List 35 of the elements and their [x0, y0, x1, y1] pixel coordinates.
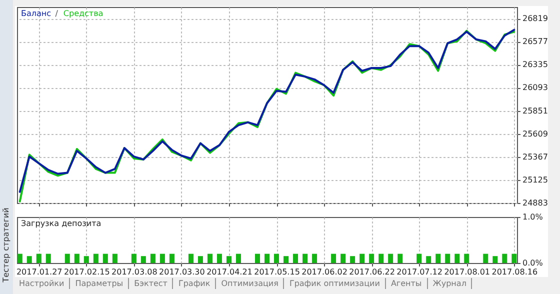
x-tick-label: 2017.06.02: [302, 268, 348, 276]
y-tick-label: 0.0%: [522, 258, 544, 268]
text: Оптимизация: [216, 278, 284, 289]
annotation: /: [55, 9, 58, 18]
x-tick-label: 2017.01.27: [16, 268, 62, 276]
x-tick-label: 2017.07.12: [396, 268, 442, 276]
y-tick-label: 25367: [522, 152, 548, 162]
y-tick-label: 26819: [522, 14, 548, 24]
x-tick-label: 2017.08.16: [492, 268, 538, 276]
text: График оптимизации: [284, 278, 386, 289]
y-tick-label: 24883: [522, 198, 548, 208]
y-tick-label: 26335: [522, 60, 548, 70]
x-tick-label: 2017.02.15: [64, 268, 110, 276]
text: Баланс: [21, 9, 52, 18]
x-tick-label: 2017.03.08: [112, 268, 158, 276]
y-tick-label: 25851: [522, 106, 548, 116]
text: Средства: [63, 9, 104, 18]
chart-title: Загрузка депозита: [21, 219, 102, 228]
x-tick-label: 2017.08.01: [444, 268, 490, 276]
text: Бэктест: [129, 278, 174, 289]
x-tick-label: 2017.06.22: [349, 268, 395, 276]
x-tick-label: 2017.03.30: [159, 268, 205, 276]
text: Журнал: [428, 278, 472, 289]
y-tick-label: 26093: [522, 83, 548, 92]
text: Параметры: [70, 278, 130, 289]
x-tick-label: 2017.05.15: [254, 268, 300, 276]
y-tick-label: 25609: [522, 129, 548, 138]
y-tick-label: 1.0%: [522, 212, 544, 222]
y-tick-label: 26577: [522, 37, 548, 46]
text: Настройки: [14, 278, 70, 289]
text: График: [173, 278, 216, 289]
y-tick-label: 25125: [522, 175, 548, 184]
x-tick-label: 2017.04.21: [206, 268, 252, 276]
text: Тестер стратегий: [2, 208, 10, 282]
text: Агенты: [386, 278, 428, 289]
